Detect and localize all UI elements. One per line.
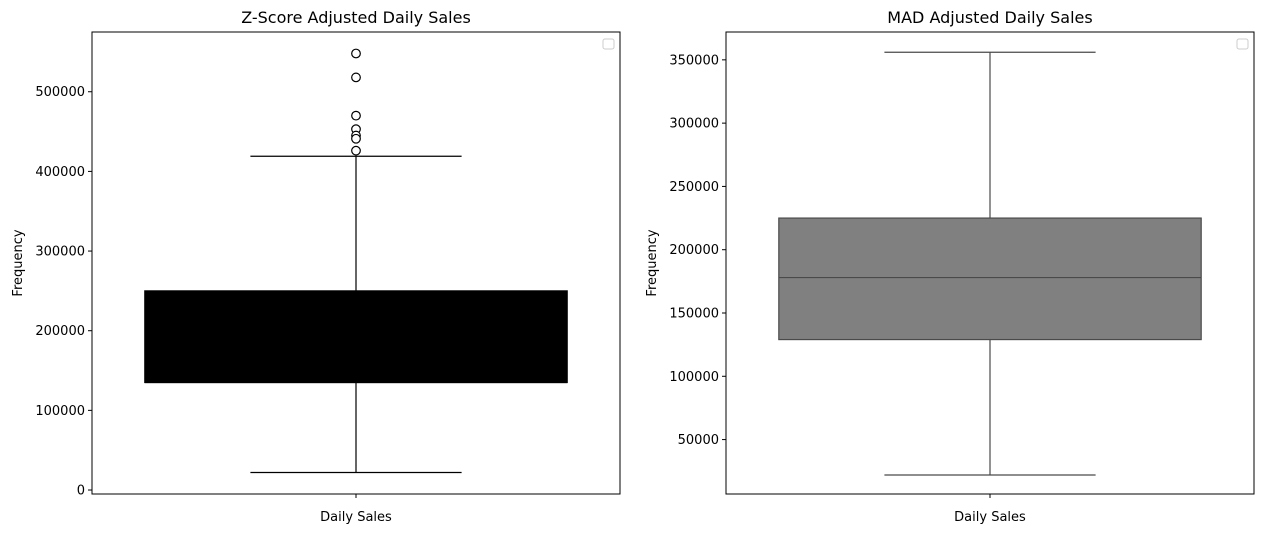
outlier-point	[351, 145, 361, 156]
y-tick-label: 300000	[35, 245, 85, 260]
outlier-point	[351, 110, 361, 121]
legend-box	[602, 38, 615, 50]
y-axis-label: Frequency	[11, 229, 26, 296]
box-iqr	[778, 217, 1202, 341]
outlier-point	[351, 48, 361, 59]
outlier-point	[351, 72, 361, 83]
y-tick-label: 0	[77, 484, 85, 499]
plot-frame	[725, 31, 1255, 495]
y-tick-label: 100000	[669, 370, 719, 385]
box-iqr	[144, 290, 568, 384]
outlier-point	[351, 133, 361, 144]
y-tick-label: 200000	[35, 324, 85, 339]
y-tick-label: 150000	[669, 306, 719, 321]
x-axis-label: Daily Sales	[954, 510, 1026, 525]
y-tick-label: 250000	[669, 180, 719, 195]
legend-box	[1236, 38, 1249, 50]
y-tick-label: 350000	[669, 53, 719, 68]
chart-title: Z-Score Adjusted Daily Sales	[241, 8, 471, 27]
plot-frame	[91, 31, 621, 495]
x-axis-label: Daily Sales	[320, 510, 392, 525]
y-axis-label: Frequency	[645, 229, 660, 296]
y-tick-label: 100000	[35, 404, 85, 419]
y-tick-label: 200000	[669, 243, 719, 258]
chart-title: MAD Adjusted Daily Sales	[887, 8, 1092, 27]
y-tick-label: 300000	[669, 117, 719, 132]
y-tick-label: 400000	[35, 165, 85, 180]
chart-panel-1: Z-Score Adjusted Daily Sales Frequency 0 10…	[11, 8, 621, 525]
y-tick-label: 50000	[678, 433, 719, 448]
y-tick-label: 500000	[35, 85, 85, 100]
chart-panel-2: MAD Adjusted Daily Sales Frequency 50000 10…	[645, 8, 1255, 525]
